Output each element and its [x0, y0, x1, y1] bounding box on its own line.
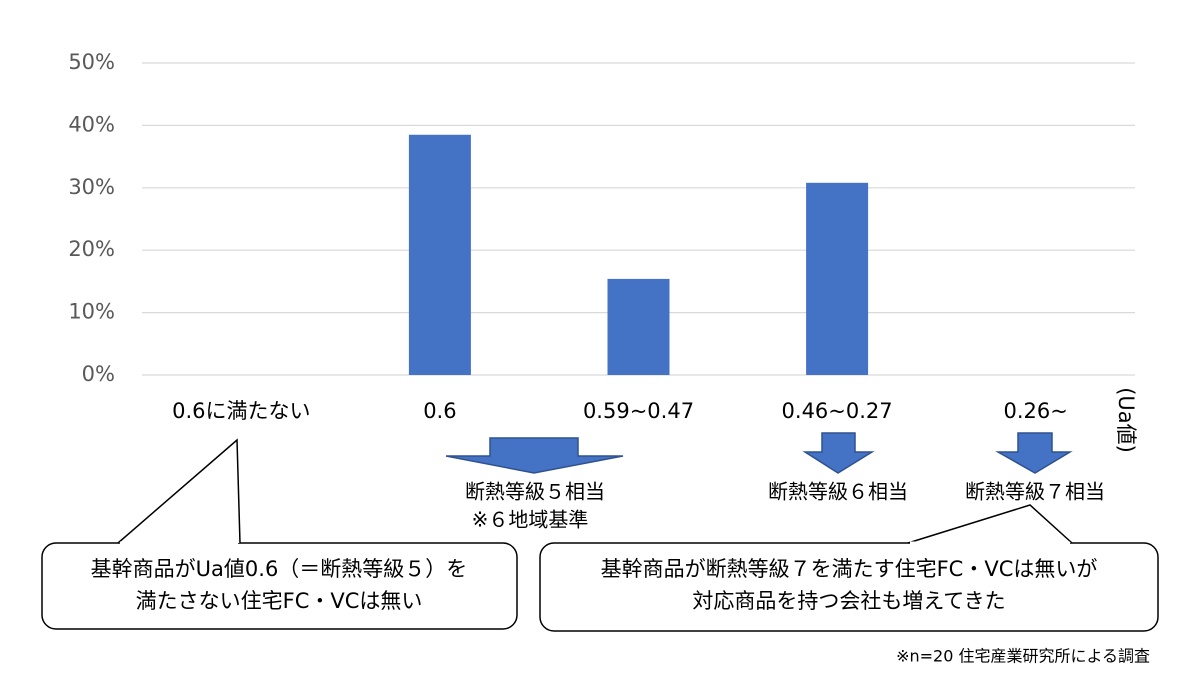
source-note: ※n=20 住宅産業研究所による調査: [896, 647, 1150, 666]
y-tick-label: 20%: [68, 237, 115, 261]
callout-box: [41, 542, 518, 630]
callout-text: 基幹商品が断熱等級７を満たす住宅FC・VCは無いが: [601, 557, 1098, 581]
y-tick-label: 0%: [82, 362, 115, 386]
arrow: [445, 437, 624, 474]
callout-tail: [117, 438, 241, 544]
x-tick-label: 0.6: [423, 399, 456, 423]
x-tick-label: 0.26~: [1004, 399, 1068, 423]
arrow: [802, 432, 875, 474]
x-tick-label: 0.59~0.47: [583, 399, 694, 423]
callout-tail: [907, 504, 1073, 544]
arrow-label: 断熱等級５相当: [465, 480, 605, 504]
arrow-note: ※６地域基準: [472, 508, 589, 532]
arrow-label: 断熱等級７相当: [965, 480, 1105, 504]
arrow: [995, 432, 1073, 474]
y-tick-label: 40%: [68, 112, 115, 136]
x-tick-label: 0.6に満たない: [172, 399, 310, 423]
y-tick-label: 10%: [68, 300, 115, 324]
callout-text: 対応商品を持つ会社も増えてきた: [692, 589, 1005, 613]
callout-text: 満たさない住宅FC・VCは無い: [136, 589, 423, 613]
y-tick-label: 50%: [68, 50, 115, 74]
callout-text: 基幹商品がUa値0.6（＝断熱等級５）を: [91, 557, 468, 581]
x-tick-label: 0.46~0.27: [782, 399, 893, 423]
arrow-label: 断熱等級６相当: [768, 480, 908, 504]
callout-box: [539, 542, 1159, 632]
y-tick-label: 30%: [68, 175, 115, 199]
bar: [408, 134, 471, 375]
bar: [607, 278, 670, 375]
x-axis-label: (Ua値): [1114, 387, 1138, 453]
bar: [806, 182, 869, 375]
